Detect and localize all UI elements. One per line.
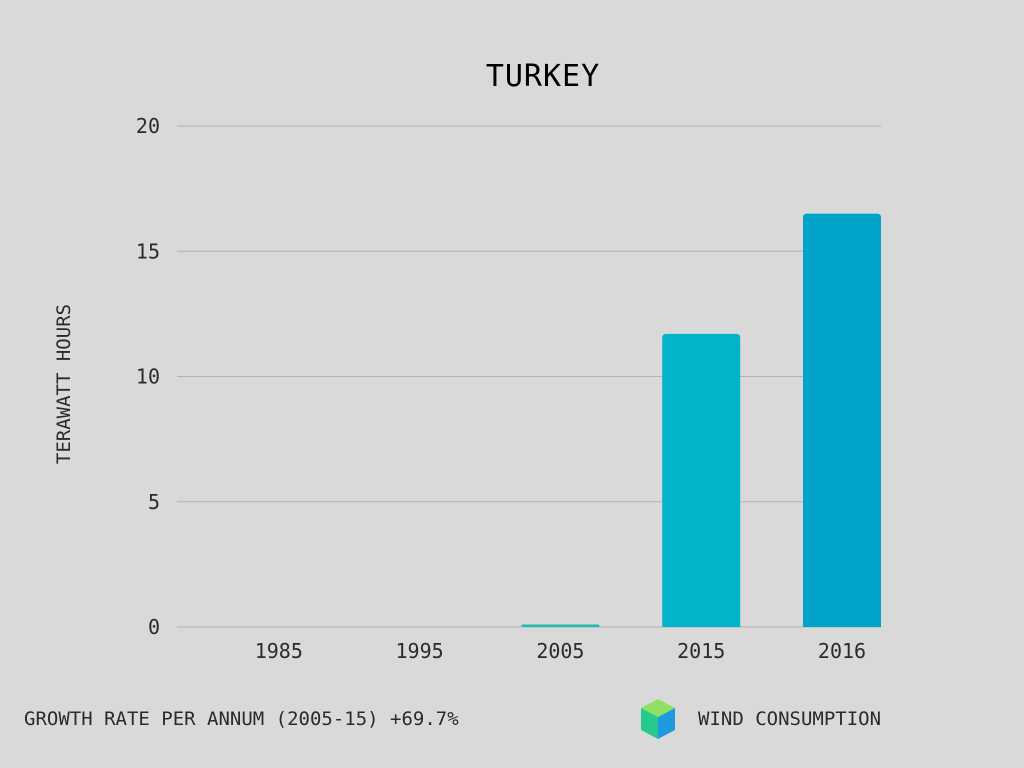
cube-icon [641, 699, 675, 739]
growth-rate-note: GROWTH RATE PER ANNUM (2005-15) +69.7% [24, 708, 459, 730]
x-tick-label: 2016 [818, 639, 866, 663]
bar-2005 [521, 624, 600, 627]
legend: WIND CONSUMPTION [640, 698, 881, 740]
x-tick-label: 1985 [255, 639, 303, 663]
y-tick-label: 5 [148, 490, 160, 514]
legend-label: WIND CONSUMPTION [698, 708, 882, 730]
x-tick-label: 2005 [536, 639, 584, 663]
bars [521, 213, 881, 628]
chart-title: TURKEY [486, 59, 600, 94]
bar-2016 [803, 213, 881, 628]
x-tick-label: 2015 [677, 639, 725, 663]
y-tick-label: 20 [136, 114, 160, 138]
gridlines [177, 125, 881, 628]
y-tick-label: 10 [136, 365, 160, 389]
x-axis-ticks: 1985 1995 2005 2015 2016 [255, 639, 866, 663]
y-tick-label: 0 [148, 615, 160, 639]
y-axis-ticks: 0 5 10 15 20 [136, 114, 160, 639]
x-tick-label: 1995 [396, 639, 444, 663]
y-axis-label: TERAWATT HOURS [53, 304, 75, 464]
bar-2015 [662, 333, 741, 627]
y-tick-label: 15 [136, 239, 160, 263]
